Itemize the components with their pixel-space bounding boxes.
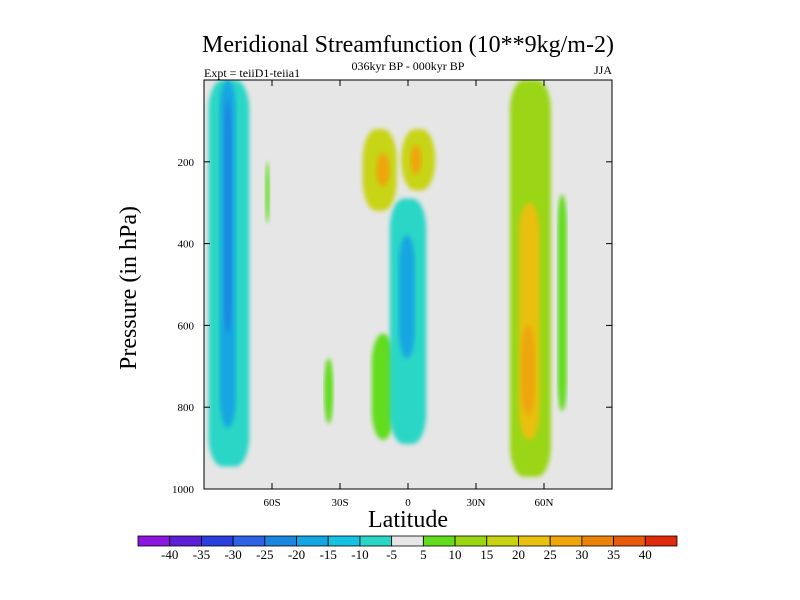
colorbar-label: -15 xyxy=(320,547,337,562)
contour-region-equatorial-negative-core xyxy=(398,235,415,359)
center-string: 036kyr BP - 000kyr BP xyxy=(352,59,465,73)
x-axis: 60S 30S 0 30N 60N xyxy=(263,80,554,509)
x-tick-label: 60N xyxy=(535,497,554,509)
colorbar-swatch xyxy=(137,535,171,547)
x-tick-label: 30N xyxy=(467,497,486,509)
contour-region-small-positive-patch-1 xyxy=(265,161,270,224)
colorbar: -40 -35 -30 -25 -20 -15 -10 -5 5 10 15 20 25 30 35 40 xyxy=(137,535,678,562)
x-tick-label: 0 xyxy=(405,497,411,509)
colorbar-swatch xyxy=(391,535,424,547)
colorbar-label: -25 xyxy=(256,547,273,562)
colorbar-label: 25 xyxy=(544,547,557,562)
contour-fill-layer xyxy=(208,80,567,477)
chart-title: Meridional Streamfunction (10**9kg/m-2) xyxy=(202,32,614,58)
colorbar-label: -10 xyxy=(351,547,368,562)
colorbar-swatch xyxy=(296,535,329,547)
contour-region-upper-positive-peak-east xyxy=(410,145,422,175)
colorbar-label: 10 xyxy=(449,547,462,562)
y-tick-label: 1000 xyxy=(172,484,195,496)
colorbar-swatch xyxy=(454,535,488,547)
colorbar-label: 15 xyxy=(480,547,493,562)
colorbar-swatch xyxy=(581,535,614,547)
colorbar-label: 30 xyxy=(575,547,588,562)
contour-region-sh-tropics-inner-core xyxy=(224,100,232,334)
contour-region-small-positive-patch-2 xyxy=(324,358,334,424)
x-tick-label: 30S xyxy=(331,497,348,509)
colorbar-label: -30 xyxy=(224,547,241,562)
y-tick-label: 600 xyxy=(178,320,195,332)
x-axis-title: Latitude xyxy=(368,507,448,533)
colorbar-swatch xyxy=(518,535,551,547)
contour-region-upper-positive-peak-west xyxy=(376,153,390,187)
contour-region-nh-subtropics-peak xyxy=(521,325,535,416)
right-string: JJA xyxy=(594,63,612,77)
contour-region-small-positive-patch-3 xyxy=(371,333,395,440)
colorbar-label: -35 xyxy=(193,547,210,562)
contour-region-small-positive-patch-4 xyxy=(557,194,567,412)
colorbar-label: 20 xyxy=(512,547,525,562)
colorbar-swatch xyxy=(486,535,519,547)
y-axis-title: Pressure (in hPa) xyxy=(116,206,142,370)
colorbar-swatch xyxy=(549,535,583,547)
colorbar-swatch xyxy=(327,535,361,547)
colorbar-swatch xyxy=(169,535,202,547)
y-axis: 200 400 600 800 1000 xyxy=(172,157,612,496)
x-tick-label: 60S xyxy=(263,497,280,509)
colorbar-swatch xyxy=(422,535,456,547)
colorbar-label: 40 xyxy=(639,547,652,562)
colorbar-swatch xyxy=(613,535,646,547)
y-tick-label: 400 xyxy=(178,239,195,251)
colorbar-swatch xyxy=(232,535,266,547)
colorbar-swatch xyxy=(644,535,678,547)
colorbar-swatch xyxy=(359,535,393,547)
colorbar-label: 5 xyxy=(420,547,427,562)
colorbar-label: -20 xyxy=(288,547,305,562)
colorbar-swatch xyxy=(201,535,234,547)
y-tick-label: 200 xyxy=(178,157,195,169)
y-tick-label: 800 xyxy=(178,402,195,414)
colorbar-swatch xyxy=(264,535,297,547)
colorbar-label: -40 xyxy=(161,547,178,562)
colorbar-label: 35 xyxy=(607,547,620,562)
colorbar-label: -5 xyxy=(386,547,397,562)
left-string: Expt = teiiD1-teiia1 xyxy=(204,66,300,80)
